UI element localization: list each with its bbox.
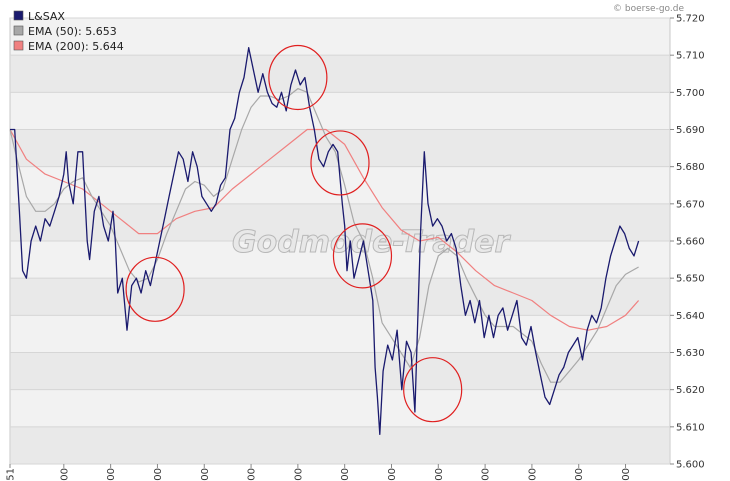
grid-band [11, 278, 669, 316]
annotation-layer [125, 44, 463, 423]
credit-text: © boerse-go.de [613, 4, 684, 14]
y-tick-label: 5.700 [676, 88, 705, 99]
x-tick-label: 18:00 [481, 468, 492, 481]
x-tick-label: 10:00 [106, 468, 117, 481]
watermark: Godmode-Trader [232, 225, 511, 260]
x-tick-label: 13:00 [247, 468, 258, 481]
y-tick-label: 5.650 [676, 274, 705, 285]
series-line-l-sax [10, 47, 640, 435]
grid [10, 17, 670, 465]
annotation-circle [268, 44, 328, 111]
x-tick-label: 12:00 [200, 468, 211, 481]
grid-band [11, 352, 669, 390]
y-tick-label: 5.620 [676, 385, 705, 396]
legend: L&SAX EMA (50): 5.653 EMA (200): 5.644 [13, 10, 124, 53]
legend-swatch [13, 10, 24, 21]
y-tick-label: 5.630 [676, 348, 705, 359]
x-tick-label: 07:51 [6, 468, 17, 481]
grid-band [11, 426, 669, 464]
legend-swatch [13, 40, 24, 51]
x-tick-label: 15:00 [340, 468, 351, 481]
y-tick-label: 5.680 [676, 162, 705, 173]
y-axis: 5.600 5.610 5.620 5.630 5.640 5.650 5.660 5.670… [670, 14, 705, 471]
x-tick-label: 16:00 [387, 468, 398, 481]
annotation-circle [403, 357, 463, 423]
grid-band [11, 129, 669, 167]
y-tick-label: 5.600 [676, 460, 705, 471]
y-tick-label: 5.640 [676, 311, 705, 322]
x-tick-label: 09:00 [59, 468, 70, 481]
y-tick-label: 5.670 [676, 199, 705, 210]
legend-label: EMA (200): 5.644 [28, 40, 124, 53]
x-tick-label: 11:00 [153, 468, 164, 481]
annotation-circle [332, 223, 393, 289]
legend-label: EMA (50): 5.653 [28, 25, 117, 38]
annotation-circle [125, 256, 185, 322]
y-tick-label: 5.610 [676, 422, 705, 433]
grid-band [11, 55, 669, 93]
series-layer [9, 47, 640, 435]
annotation-circle [310, 130, 370, 196]
x-tick-label: 17:00 [434, 468, 445, 481]
y-tick-label: 5.720 [676, 14, 705, 25]
x-tick-label: 14:00 [293, 468, 304, 481]
x-tick-label: 19:00 [527, 468, 538, 481]
x-tick-label: 20:00 [574, 468, 585, 481]
legend-swatch [13, 25, 24, 36]
y-tick-label: 5.690 [676, 125, 705, 136]
series-line-ema-50 [9, 88, 639, 383]
y-tick-label: 5.660 [676, 237, 705, 248]
x-axis: 07:51 09:00 10:00 11:00 12:00 13:00 14:00 15:00… [6, 464, 632, 481]
legend-label: L&SAX [28, 10, 65, 23]
x-tick-label: 21:00 [621, 468, 632, 481]
y-tick-label: 5.710 [676, 51, 705, 62]
